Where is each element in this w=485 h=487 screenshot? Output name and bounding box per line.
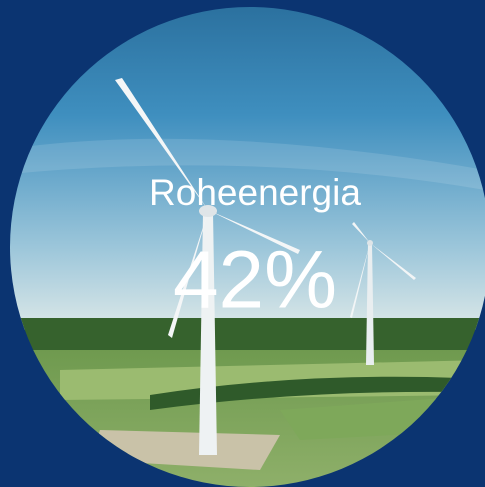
badge-value: 42% [173,235,337,326]
badge-label: Roheenergia [149,172,361,213]
badge: Roheenergia 42% [0,0,485,487]
page: Roheenergia 42% (() => { const data = JS… [0,0,485,487]
